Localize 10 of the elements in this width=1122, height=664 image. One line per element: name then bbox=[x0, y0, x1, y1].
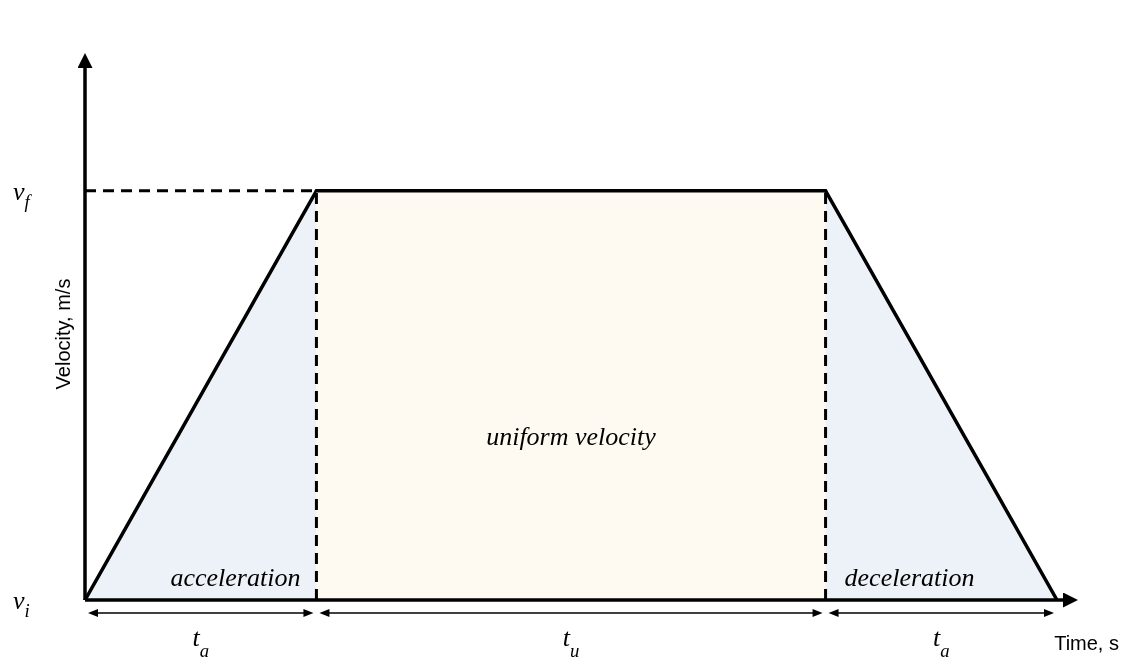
x-tick-label: t$_{a}$ bbox=[192, 623, 210, 661]
x-tick-label: t$_{u}$ bbox=[562, 623, 580, 661]
x-tick-label: t$_{a}$ bbox=[932, 623, 950, 661]
text: v$_{i}$ bbox=[13, 585, 30, 621]
y-axis-title: Velocity, m/s bbox=[52, 278, 74, 390]
series-label: acceleration bbox=[170, 562, 301, 592]
x-axis-title: Time, s bbox=[1054, 632, 1119, 654]
series-label: uniform velocity bbox=[486, 421, 657, 451]
ref-line-label: v$_{f}$ bbox=[13, 176, 33, 212]
series-label: deceleration bbox=[844, 562, 975, 592]
